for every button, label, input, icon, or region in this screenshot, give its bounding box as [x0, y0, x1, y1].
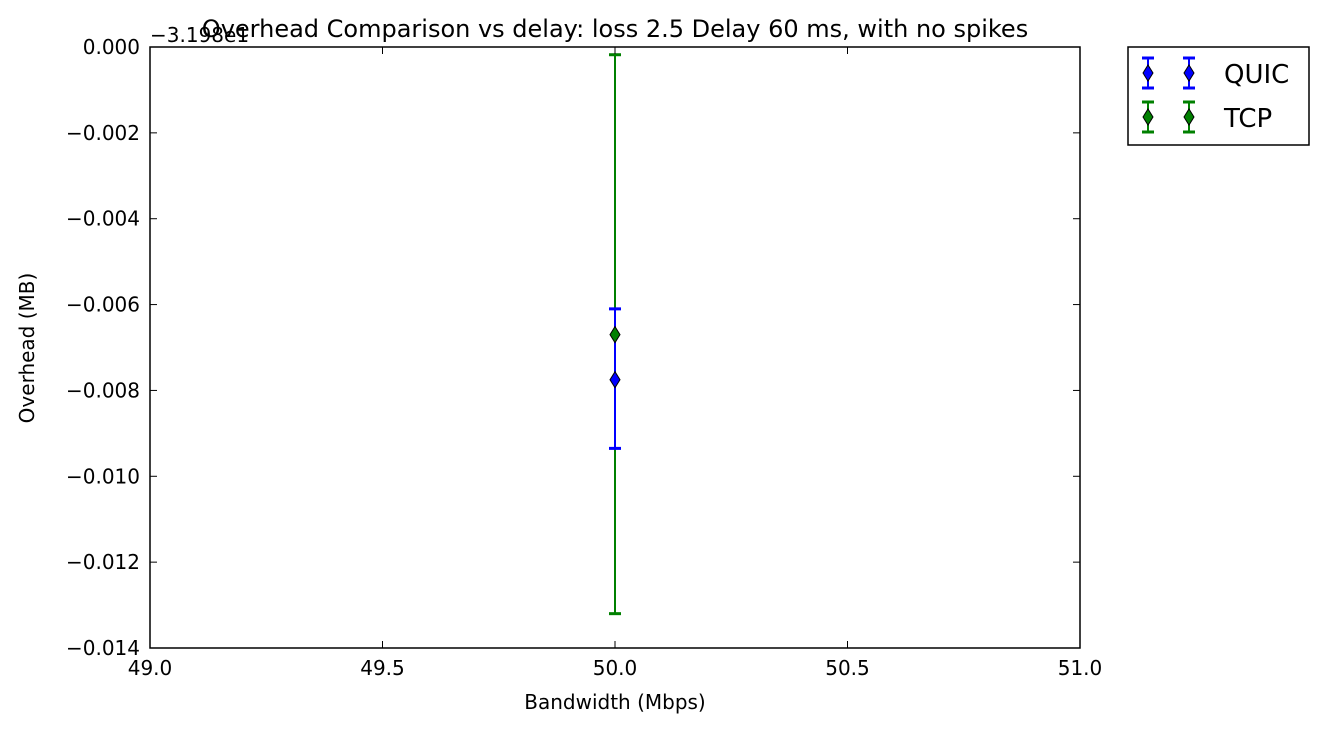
- x-tick-label: 51.0: [1058, 656, 1103, 680]
- legend-marker: [1142, 64, 1154, 82]
- x-tick-label: 50.5: [825, 656, 870, 680]
- legend-box: [1127, 46, 1310, 146]
- series-layer: [609, 53, 621, 616]
- legend-label: TCP: [1223, 104, 1272, 134]
- ticks-layer: 49.0 49.5 50.0 50.5 51.0 0.000 −0.002 −0.004 −0.…: [66, 35, 1102, 680]
- legend-marker: [1142, 108, 1154, 126]
- x-tick-label: 49.0: [128, 656, 173, 680]
- x-tick-label: 49.5: [360, 656, 405, 680]
- legend-marker: [1183, 64, 1195, 82]
- legend-label: QUIC: [1224, 60, 1289, 90]
- y-tick-label: −0.004: [66, 207, 140, 231]
- y-tick-label: −0.014: [66, 636, 140, 660]
- y-axis-label: Overhead (MB): [15, 273, 39, 424]
- y-tick-label: −0.010: [66, 464, 140, 488]
- legend-entries: QUIC TCP: [1142, 56, 1289, 134]
- data-point-quic: [609, 370, 621, 389]
- legend-entry-quic: QUIC: [1142, 56, 1289, 90]
- y-tick-label: −0.008: [66, 378, 140, 402]
- data-point-tcp: [609, 325, 621, 344]
- y-tick-label: −0.002: [66, 121, 140, 145]
- y-tick-label: 0.000: [83, 35, 140, 59]
- y-offset-label: −3.198e1: [150, 23, 249, 47]
- y-tick-label: −0.006: [66, 293, 140, 317]
- y-tick-label: −0.012: [66, 550, 140, 574]
- x-axis-label: Bandwidth (Mbps): [524, 690, 706, 714]
- legend-marker: [1183, 108, 1195, 126]
- chart-title: Overhead Comparison vs delay: loss 2.5 D…: [202, 15, 1028, 43]
- legend: QUIC TCP: [1127, 46, 1310, 146]
- legend-entry-tcp: TCP: [1142, 100, 1272, 134]
- x-tick-label: 50.0: [593, 656, 638, 680]
